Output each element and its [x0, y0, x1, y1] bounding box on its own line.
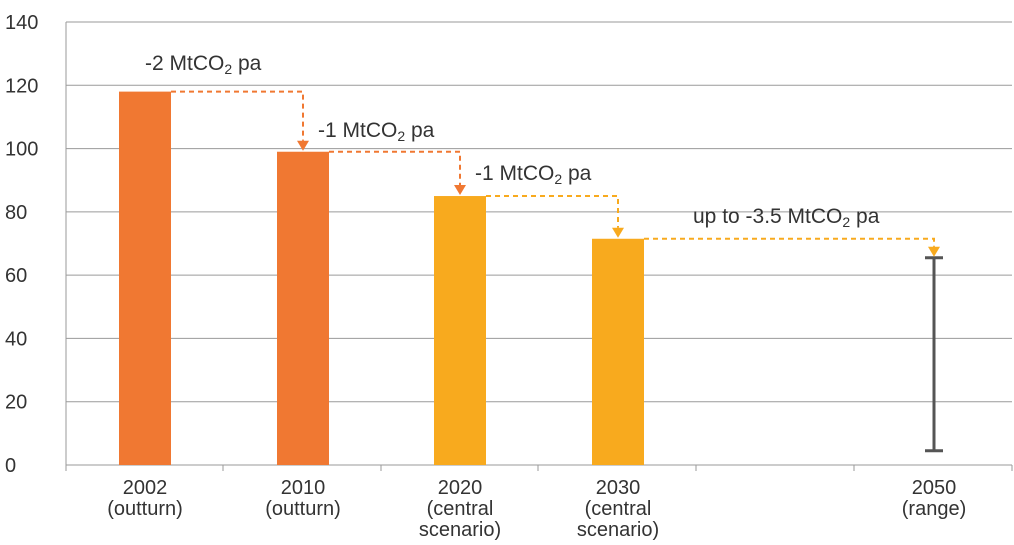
connector-line: [171, 90, 304, 141]
connector-line: [486, 195, 619, 228]
x-category-label: (central: [427, 498, 494, 520]
x-category-label: 2030: [596, 477, 641, 499]
connector-line: [329, 150, 461, 186]
y-tick-label: 140: [5, 12, 38, 34]
connector-line: [644, 237, 935, 247]
y-tick-label: 0: [5, 455, 16, 477]
x-category-label: 2050: [912, 477, 957, 499]
annotation-text: -2 MtCO: [145, 52, 224, 75]
x-category-label: (range): [902, 498, 966, 520]
connector-arrow: [297, 140, 309, 151]
x-category-label: (central: [585, 498, 652, 520]
x-category-label: scenario): [577, 519, 659, 541]
annotation-label: -1 MtCO2 pa: [318, 119, 435, 144]
axes: 0 20 40 60 80 100 120 140: [5, 12, 1013, 477]
annotation-label: -2 MtCO2 pa: [145, 52, 262, 77]
y-tick-label: 100: [5, 139, 38, 161]
bars: [119, 91, 943, 466]
annotation-suffix: pa: [232, 52, 262, 75]
x-category-label: (outturn): [107, 498, 183, 520]
bar: [434, 196, 486, 466]
annotation-suffix: pa: [850, 205, 880, 228]
annotation-subscript: 2: [397, 128, 405, 144]
annotation-subscript: 2: [842, 214, 850, 230]
x-category-label: 2020: [438, 477, 483, 499]
bar: [592, 238, 644, 465]
y-tick-label: 80: [5, 202, 27, 224]
x-category-label: (outturn): [265, 498, 341, 520]
annotation-text: -1 MtCO: [475, 162, 554, 185]
x-category-label: 2010: [281, 477, 326, 499]
connector-arrow: [928, 246, 940, 257]
gridlines: [66, 21, 1012, 403]
connector-arrow: [454, 185, 466, 196]
category-labels: 2002(outturn)2010(outturn)2020(centralsc…: [107, 477, 966, 541]
annotation-suffix: pa: [562, 162, 592, 185]
annotation-text: -1 MtCO: [318, 119, 397, 142]
annotation-subscript: 2: [554, 171, 562, 187]
x-category-label: scenario): [419, 519, 501, 541]
bar: [119, 91, 171, 465]
y-tick-label: 20: [5, 392, 27, 414]
annotation-suffix: pa: [405, 119, 435, 142]
y-tick-label: 120: [5, 75, 38, 97]
y-tick-label: 60: [5, 265, 27, 287]
y-tick-label: 40: [5, 328, 27, 350]
annotation-label: up to -3.5 MtCO2 pa: [693, 205, 880, 230]
x-category-label: 2002: [123, 477, 168, 499]
connector-arrow: [612, 227, 624, 238]
bar: [277, 151, 329, 465]
annotation-text: up to -3.5 MtCO: [693, 205, 842, 228]
annotation-subscript: 2: [224, 61, 232, 77]
annotation-label: -1 MtCO2 pa: [475, 162, 592, 187]
